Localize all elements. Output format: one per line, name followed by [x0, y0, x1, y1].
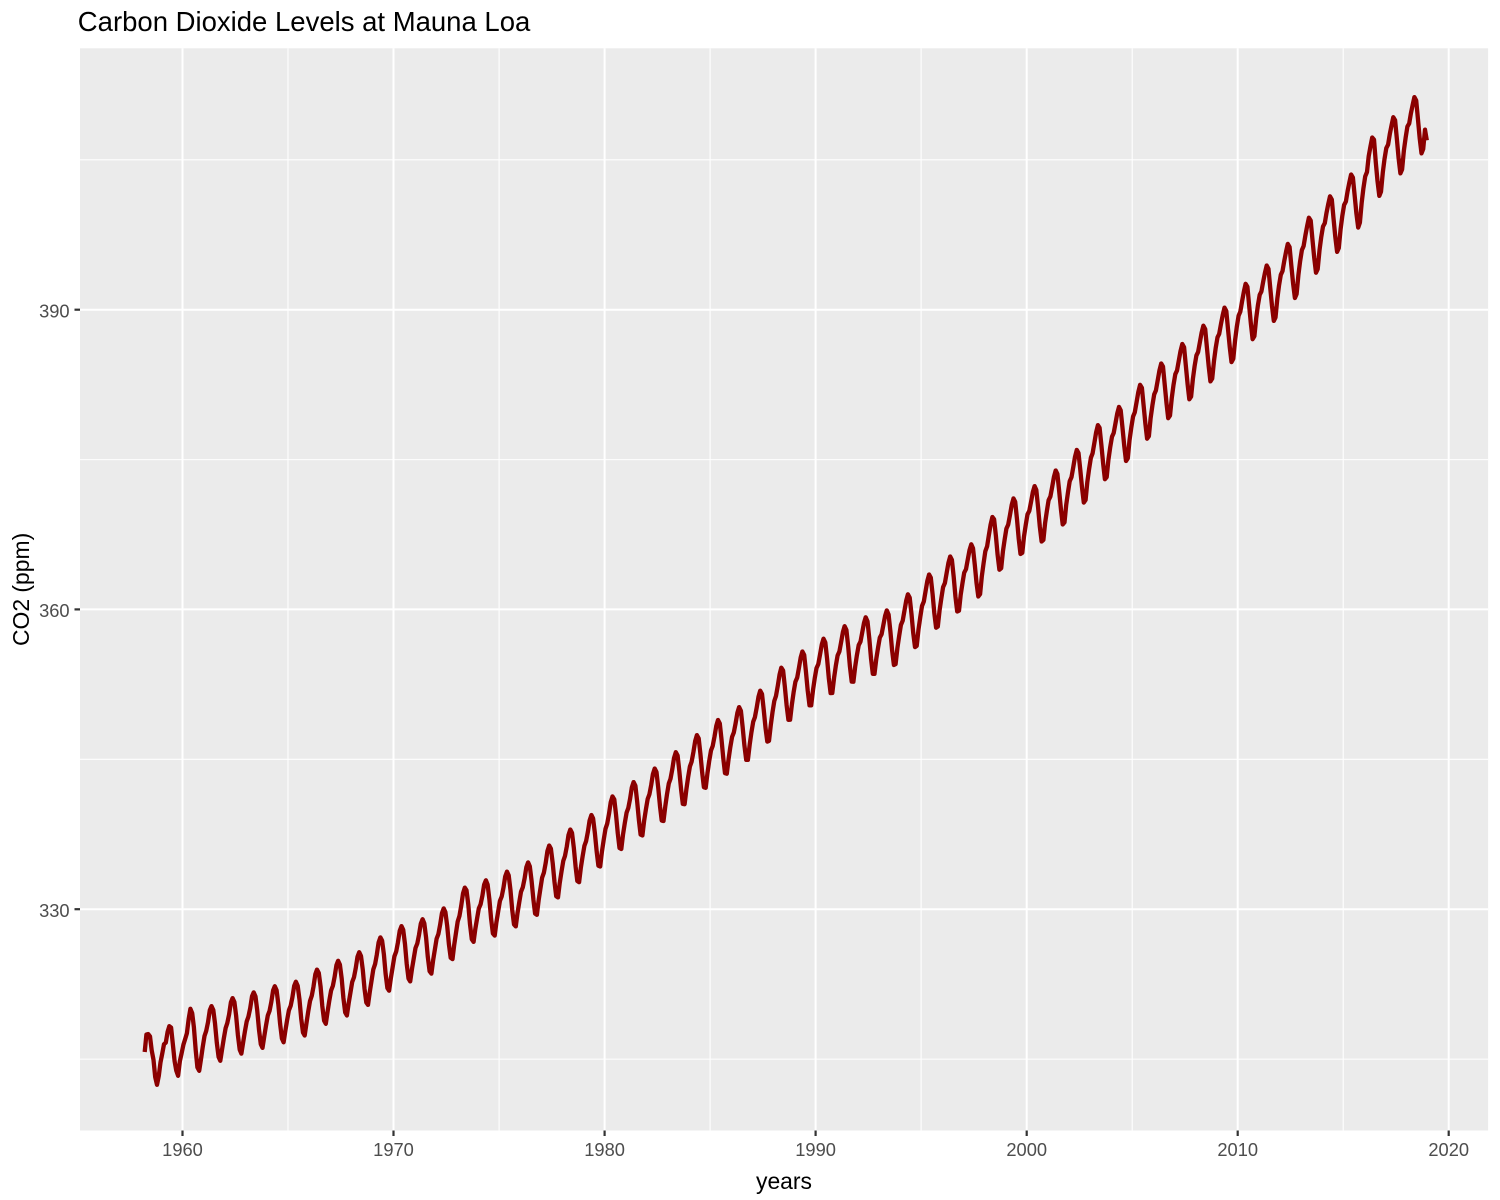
- svg-text:1990: 1990: [795, 1139, 836, 1160]
- svg-text:390: 390: [39, 300, 70, 321]
- svg-text:CO2 (ppm): CO2 (ppm): [8, 533, 34, 646]
- svg-text:2020: 2020: [1428, 1139, 1469, 1160]
- svg-text:2000: 2000: [1006, 1139, 1047, 1160]
- svg-text:years: years: [756, 1168, 812, 1194]
- svg-text:360: 360: [39, 600, 70, 621]
- svg-text:Carbon Dioxide Levels at Mauna: Carbon Dioxide Levels at Mauna Loa: [78, 6, 531, 37]
- svg-text:1980: 1980: [584, 1139, 625, 1160]
- svg-text:2010: 2010: [1217, 1139, 1258, 1160]
- svg-text:330: 330: [39, 900, 70, 921]
- svg-text:1970: 1970: [373, 1139, 414, 1160]
- svg-text:1960: 1960: [162, 1139, 203, 1160]
